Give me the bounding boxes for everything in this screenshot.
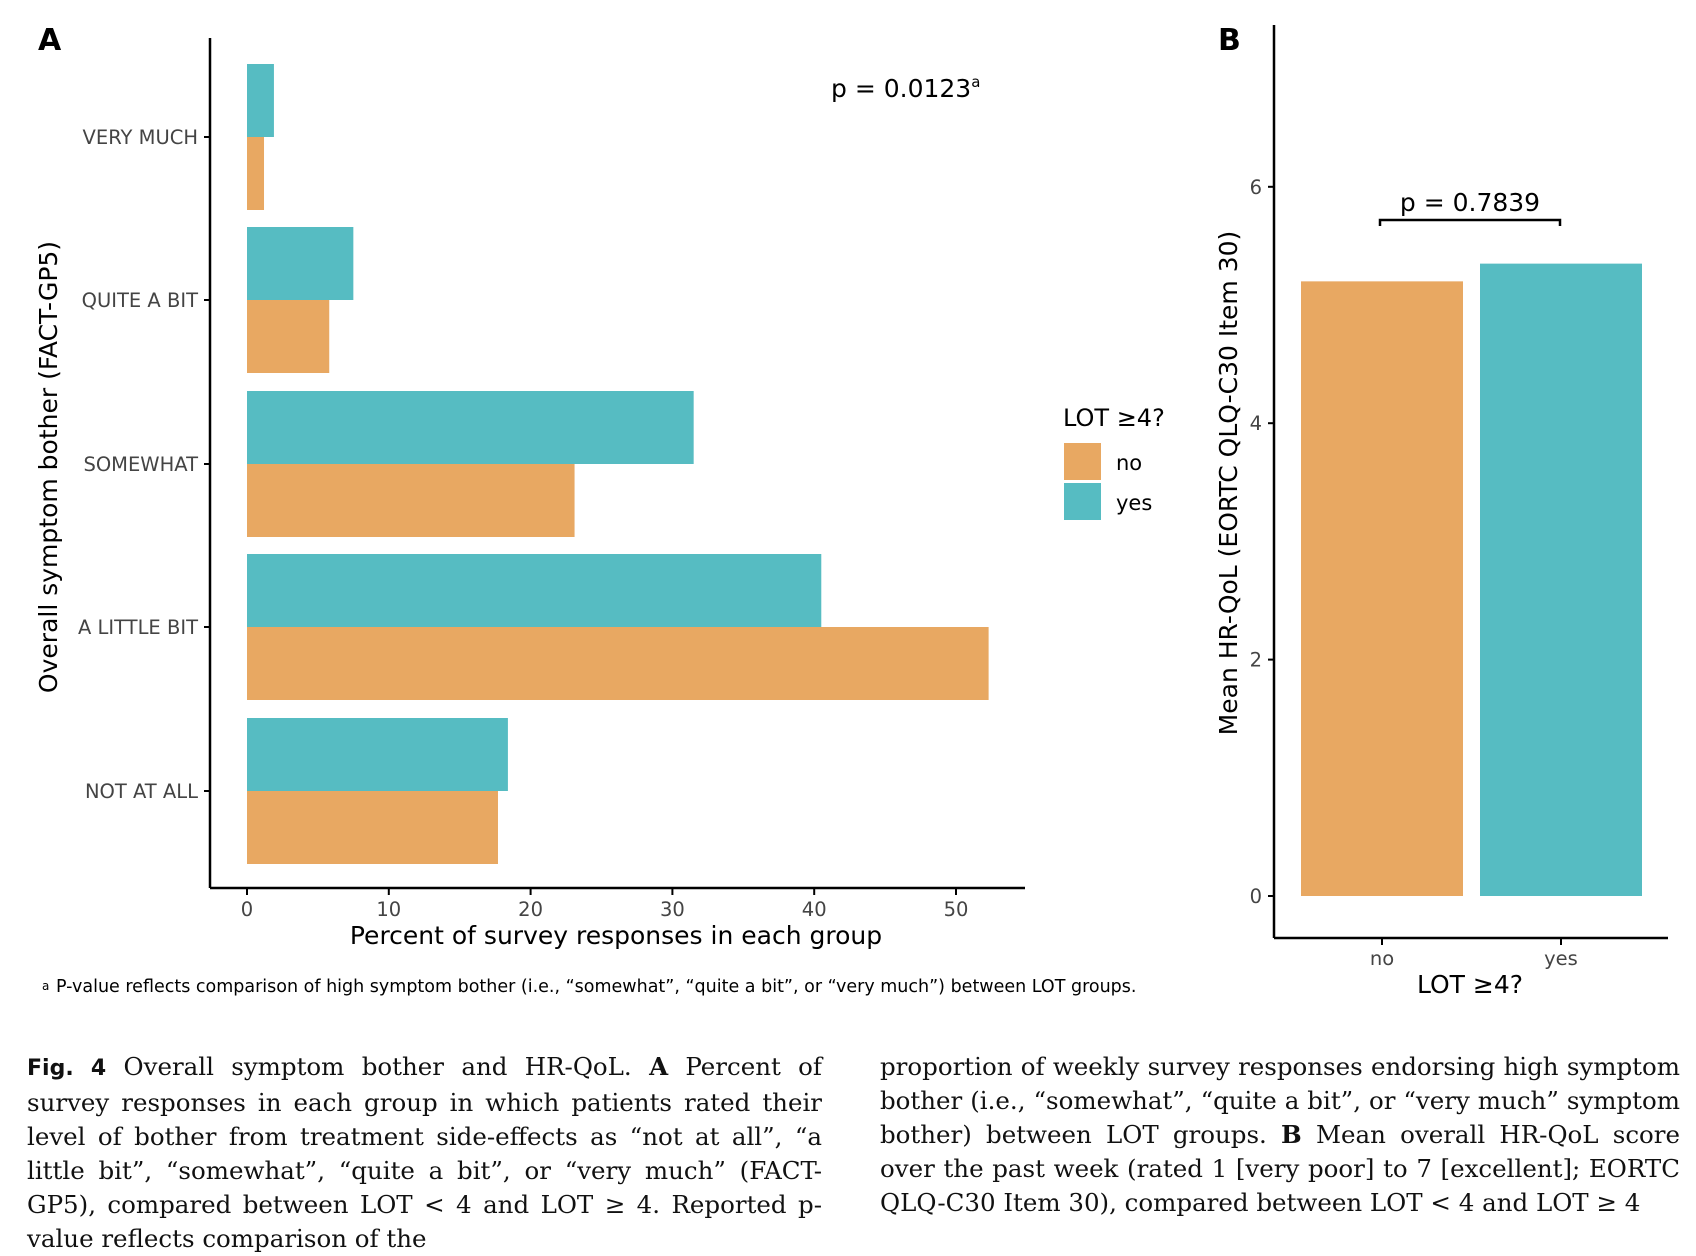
bar-no-quite-a-bit: [247, 300, 330, 373]
bar-yes: [1480, 263, 1642, 896]
x-tick-label: 50: [944, 898, 969, 921]
panel-a-y-axis-label: Overall symptom bother (FACT-GP5): [34, 241, 63, 693]
bar-no-very-much: [247, 137, 265, 210]
panel-a-p-value-text: p = 0.0123: [831, 74, 971, 103]
legend-swatch-yes: [1064, 483, 1101, 520]
y-tick-label: 2: [1250, 649, 1262, 672]
y-tick-label: A LITTLE BIT: [78, 616, 198, 639]
figure: A VERY MUCH QUITE A BIT SOMEWHAT A LITTLE B…: [34, 23, 1668, 999]
bar-yes-quite-a-bit: [247, 227, 354, 300]
panel-b-significance-bracket: p = 0.7839: [1378, 188, 1562, 226]
x-tick-label: 10: [376, 898, 401, 921]
bar-yes-a-little-bit: [247, 554, 822, 627]
panel-a-p-value: p = 0.0123a: [831, 73, 980, 103]
caption-panel-b: B: [1281, 1120, 1302, 1149]
y-tick-label: 0: [1250, 885, 1262, 908]
y-tick-label: SOMEWHAT: [83, 453, 198, 476]
legend: LOT ≥4? no yes: [1063, 404, 1165, 520]
y-tick-label: 4: [1250, 412, 1262, 435]
legend-swatch-no: [1064, 443, 1101, 480]
panel-a-chart: VERY MUCH QUITE A BIT SOMEWHAT A LITTLE BIT…: [78, 38, 1025, 921]
bar-no: [1301, 281, 1463, 896]
figure-number: Fig. 4: [27, 1056, 107, 1081]
legend-title: LOT ≥4?: [1063, 404, 1165, 432]
bar-no-not-at-all: [247, 791, 498, 864]
caption-text-2: Percent of survey responses in each grou…: [27, 1052, 822, 1253]
legend-label-no: no: [1116, 451, 1142, 475]
figure-caption-right: proportion of weekly survey responses en…: [880, 1050, 1680, 1220]
legend-label-yes: yes: [1116, 491, 1152, 515]
x-tick-label: 0: [241, 898, 253, 921]
x-tick-label: no: [1370, 947, 1394, 970]
panel-b-x-axis-label: LOT ≥4?: [1417, 970, 1523, 999]
panel-b-y-axis-label: Mean HR-QoL (EORTC QLQ-C30 Item 30): [1214, 231, 1243, 736]
panel-b-p-value: p = 0.7839: [1400, 188, 1540, 217]
y-tick-label: VERY MUCH: [83, 126, 198, 149]
bar-yes-very-much: [247, 64, 274, 137]
bar-yes-somewhat: [247, 391, 694, 464]
x-tick-label: 20: [518, 898, 543, 921]
bar-no-somewhat: [247, 464, 575, 537]
x-tick-label: yes: [1544, 947, 1578, 970]
panel-a-label: A: [38, 23, 62, 58]
y-tick-label: 6: [1250, 176, 1262, 199]
y-tick-label: NOT AT ALL: [85, 780, 198, 803]
caption-text-1: Overall symptom bother and HR-QoL.: [106, 1052, 650, 1081]
x-tick-label: 40: [802, 898, 827, 921]
y-tick-label: QUITE A BIT: [82, 289, 198, 312]
footnote-marker: a: [42, 979, 49, 993]
bracket-line: [1378, 218, 1562, 226]
figure-caption-left: Fig. 4 Overall symptom bother and HR-QoL…: [27, 1050, 822, 1256]
panel-b-label: B: [1218, 23, 1241, 58]
panel-b-chart: no yes 0 2 4 6: [1250, 25, 1668, 970]
panel-a-p-value-sup: a: [971, 73, 980, 91]
panel-a-x-axis-label: Percent of survey responses in each grou…: [350, 921, 882, 950]
caption-text-4: Mean overall HR-QoL score over the past …: [880, 1120, 1681, 1217]
bar-yes-not-at-all: [247, 718, 508, 791]
footnote-text: P-value reflects comparison of high symp…: [56, 977, 1136, 997]
bar-no-a-little-bit: [247, 627, 989, 700]
caption-text-3: proportion of weekly survey responses en…: [880, 1052, 1680, 1149]
x-tick-label: 30: [660, 898, 685, 921]
caption-panel-a: A: [649, 1052, 669, 1081]
